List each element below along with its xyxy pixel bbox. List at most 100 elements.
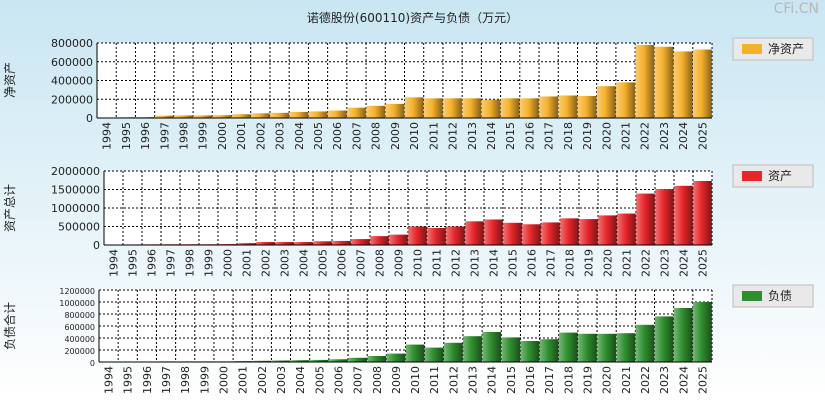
bar-2005	[313, 241, 332, 245]
bar-2013	[463, 336, 482, 362]
x-tick-label: 1999	[203, 249, 216, 277]
x-tick-label: 2007	[355, 249, 368, 277]
bar-2019	[577, 95, 597, 118]
x-tick-label: 1996	[139, 122, 152, 150]
x-tick-label: 2017	[545, 249, 558, 277]
y-axis-label: 资产总计	[3, 184, 17, 232]
x-tick-label: 2018	[562, 366, 575, 394]
x-tick-label: 2004	[293, 122, 306, 150]
y-tick-label: 800000	[64, 311, 95, 320]
bar-2014	[482, 332, 502, 362]
x-tick-label: 2003	[275, 366, 288, 394]
x-tick-label: 2014	[486, 366, 499, 394]
x-tick-label: 1999	[197, 122, 210, 150]
y-tick-label: 1500000	[51, 184, 100, 197]
bar-2021	[616, 82, 635, 118]
x-tick-label: 2000	[222, 249, 235, 277]
x-tick-label: 1997	[160, 366, 173, 394]
x-tick-label: 2006	[331, 122, 344, 150]
x-tick-label: 2023	[659, 249, 672, 277]
bar-2003	[271, 360, 291, 362]
y-tick-label: 500000	[58, 221, 100, 234]
bar-2007	[351, 239, 370, 245]
bar-2020	[596, 86, 616, 118]
x-tick-label: 2011	[428, 366, 441, 394]
x-tick-label: 1997	[158, 122, 171, 150]
bar-2015	[501, 337, 521, 362]
x-tick-label: 2010	[412, 249, 425, 277]
x-tick-label: 2012	[447, 122, 460, 150]
y-tick-label: 200000	[64, 347, 95, 356]
bar-2003	[270, 112, 289, 118]
bar-2016	[522, 224, 541, 245]
x-tick-label: 2013	[469, 249, 482, 277]
bar-2013	[462, 98, 482, 118]
x-tick-label: 2018	[564, 249, 577, 277]
bar-2018	[558, 95, 578, 118]
bar-2015	[500, 98, 520, 118]
x-tick-label: 1998	[184, 249, 197, 277]
bar-2024	[673, 51, 693, 118]
y-tick-label: 2000000	[51, 165, 100, 178]
x-tick-label: 1998	[177, 122, 190, 150]
y-tick-label: 800000	[51, 37, 93, 50]
x-tick-label: 2013	[466, 122, 479, 150]
bar-2010	[404, 97, 424, 118]
x-tick-label: 2010	[409, 366, 422, 394]
legend-swatch	[742, 171, 762, 181]
bar-2005	[309, 359, 329, 362]
bar-2011	[427, 227, 446, 245]
x-tick-label: 2009	[390, 366, 403, 394]
y-tick-label: 200000	[51, 93, 93, 106]
legend-box	[732, 37, 814, 61]
x-tick-label: 2022	[640, 249, 653, 277]
bar-2023	[654, 46, 674, 118]
bar-2025	[693, 302, 712, 362]
bar-2021	[616, 333, 636, 362]
bar-2007	[348, 357, 367, 362]
x-tick-label: 2016	[526, 249, 539, 277]
x-tick-label: 2001	[237, 366, 250, 394]
bar-2002	[250, 113, 270, 118]
bar-2006	[327, 110, 347, 118]
legend-swatch	[742, 44, 762, 54]
bar-2000	[212, 115, 232, 118]
x-tick-label: 2023	[658, 122, 671, 150]
x-tick-label: 2015	[504, 122, 517, 150]
bar-2017	[539, 96, 559, 118]
bar-2004	[289, 111, 309, 118]
x-tick-label: 2012	[450, 249, 463, 277]
bar-2021	[617, 213, 636, 245]
bar-2013	[465, 221, 484, 245]
x-tick-label: 2005	[312, 122, 325, 150]
legend-label: 净资产	[768, 42, 804, 56]
legend-box	[732, 284, 814, 308]
x-tick-label: 2021	[620, 122, 633, 150]
x-tick-label: 2000	[218, 366, 231, 394]
x-tick-label: 2019	[583, 249, 596, 277]
x-tick-label: 2016	[523, 122, 536, 150]
x-tick-label: 2015	[505, 366, 518, 394]
y-tick-label: 0	[90, 359, 95, 368]
bar-2001	[237, 243, 256, 245]
legend-swatch	[742, 291, 762, 301]
bar-1999	[193, 115, 213, 118]
bar-2020	[597, 333, 617, 362]
bar-2022	[636, 193, 655, 245]
bar-2025	[692, 49, 712, 118]
x-tick-label: 2009	[393, 249, 406, 277]
y-tick-label: 1200000	[59, 287, 95, 296]
x-tick-label: 2024	[677, 366, 690, 394]
bar-2005	[308, 111, 328, 118]
bar-2023	[655, 189, 674, 245]
x-tick-label: 1994	[101, 122, 114, 150]
bar-2009	[385, 103, 405, 118]
x-tick-label: 2012	[447, 366, 460, 394]
bar-2018	[558, 332, 578, 362]
x-tick-label: 2002	[260, 249, 273, 277]
bar-1998	[174, 115, 193, 118]
y-tick-label: 1000000	[51, 202, 100, 215]
x-tick-label: 2005	[313, 366, 326, 394]
bar-2012	[446, 226, 465, 245]
bar-2022	[635, 44, 655, 118]
